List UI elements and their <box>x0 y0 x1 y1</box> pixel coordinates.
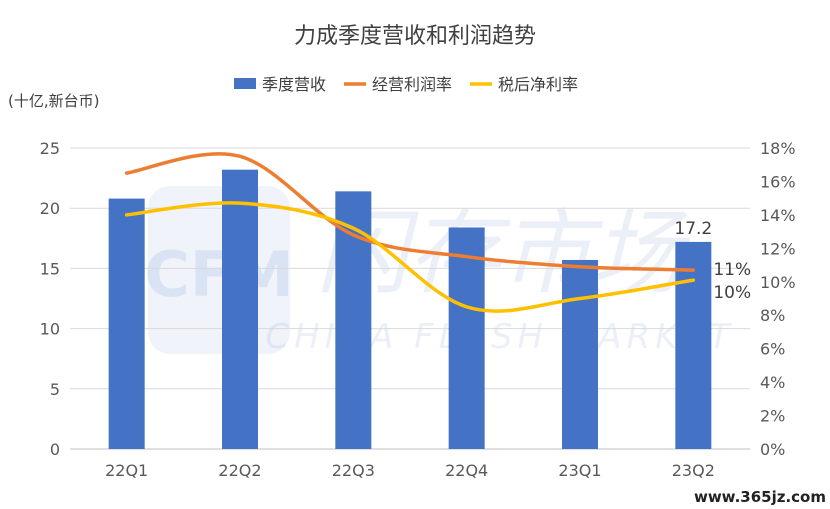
chart-title: 力成季度营收和利润趋势 <box>294 24 536 49</box>
y-right-tick-label: 14% <box>760 206 796 225</box>
x-tick-label: 22Q3 <box>332 461 375 480</box>
watermark-logo-text: CFM <box>144 238 294 311</box>
legend: 季度营收 经营利润率 税后净利率 <box>234 75 578 94</box>
revenue-bar <box>222 169 258 449</box>
legend-label: 经营利润率 <box>372 75 452 94</box>
y-axis-unit-label: (十亿,新台币) <box>8 92 99 110</box>
x-tick-label: 23Q2 <box>672 461 715 480</box>
y-left-tick-label: 25 <box>40 139 60 158</box>
data-label: 17.2 <box>674 219 712 239</box>
y-right-tick-label: 8% <box>760 306 785 325</box>
y-right-tick-label: 12% <box>760 239 796 258</box>
data-label: 10% <box>713 283 751 303</box>
y-right-tick-label: 0% <box>760 440 785 459</box>
margin-lines <box>124 152 696 313</box>
series-line <box>124 201 696 313</box>
x-tick-label: 22Q1 <box>105 461 148 480</box>
revenue-bar <box>448 227 485 449</box>
revenue-bar <box>562 259 598 449</box>
source-stamp: www.365jz.com <box>694 488 826 506</box>
axes: 0 5 10 15 20 25 0% 2% 4% 6% 8% 10% 12% 14% 16% 18% 22Q1 2… <box>40 139 796 480</box>
y-left-tick-label: 20 <box>40 199 60 218</box>
y-left-tick-label: 5 <box>50 380 60 399</box>
revenue-bars <box>108 169 712 449</box>
y-left-tick-label: 0 <box>50 440 60 459</box>
x-tick-label: 22Q4 <box>445 461 488 480</box>
series-line <box>124 152 696 272</box>
revenue-bar <box>108 198 145 449</box>
x-tick-label: 22Q2 <box>218 461 261 480</box>
revenue-bar <box>675 241 712 449</box>
legend-swatch <box>234 78 256 89</box>
y-right-tick-label: 4% <box>760 373 785 392</box>
legend-label: 税后净利率 <box>498 75 578 94</box>
y-left-tick-label: 10 <box>40 320 60 339</box>
x-tick-label: 23Q1 <box>558 461 601 480</box>
y-right-tick-label: 18% <box>760 139 796 158</box>
y-right-tick-label: 6% <box>760 340 785 359</box>
watermark-cn-text: 闪存市场 <box>316 200 691 307</box>
data-label: 11% <box>713 260 751 280</box>
y-right-tick-label: 2% <box>760 407 785 426</box>
legend-label: 季度营收 <box>262 75 326 94</box>
y-right-tick-label: 16% <box>760 172 796 191</box>
y-left-tick-label: 15 <box>40 259 60 278</box>
y-right-tick-label: 10% <box>760 273 796 292</box>
data-labels: 17.2 11% 10% <box>674 219 751 303</box>
